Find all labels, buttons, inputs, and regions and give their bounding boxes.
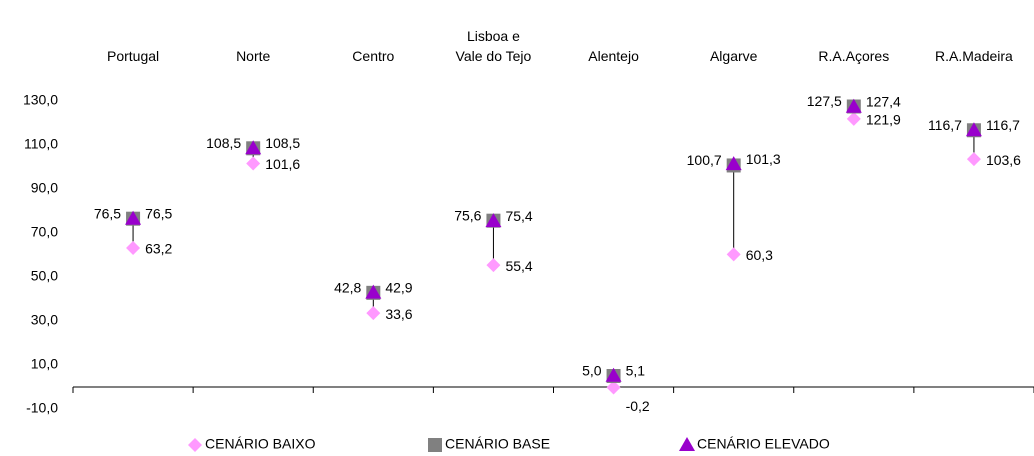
marker-diamond	[126, 240, 141, 255]
marker-triangle	[965, 122, 982, 137]
category-label: Norte	[236, 48, 271, 64]
legend-label: CENÁRIO ELEVADO	[697, 436, 830, 452]
data-label: 121,9	[866, 112, 901, 128]
category-label: Lisboa e Vale do Tejo	[455, 28, 532, 64]
data-label: 42,8	[334, 280, 361, 296]
data-label: 101,6	[265, 156, 300, 172]
legend-label: CENÁRIO BASE	[445, 436, 550, 452]
data-label: 76,5	[145, 205, 172, 221]
y-tick-label: 130,0	[23, 92, 58, 108]
data-label: 60,3	[746, 247, 773, 263]
data-label: 76,5	[94, 205, 121, 221]
category-label: R.A.Madeira	[935, 48, 1013, 64]
marker-triangle	[845, 98, 862, 113]
data-label: 75,6	[454, 207, 481, 223]
legend-label: CENÁRIO BAIXO	[205, 436, 316, 452]
category-label: R.A.Açores	[818, 48, 890, 64]
marker-triangle	[605, 367, 622, 382]
data-label: 33,6	[385, 306, 412, 322]
y-tick-label: 30,0	[31, 312, 58, 328]
data-label: 5,0	[582, 363, 602, 379]
marker-diamond	[846, 111, 861, 126]
category-label: Alentejo	[588, 48, 639, 64]
marker-triangle	[125, 210, 142, 225]
data-label: -0,2	[626, 398, 650, 414]
marker-diamond	[726, 247, 741, 262]
marker-diamond	[606, 380, 621, 395]
data-label: 75,4	[505, 208, 532, 224]
y-tick-label: 70,0	[31, 224, 58, 240]
legend-marker	[428, 438, 442, 452]
y-tick-label: -10,0	[26, 400, 58, 416]
data-label: 103,6	[986, 152, 1021, 168]
y-tick-label: 90,0	[31, 180, 58, 196]
data-label: 108,5	[265, 135, 300, 151]
data-label: 63,2	[145, 241, 172, 257]
marker-diamond	[486, 258, 501, 273]
legend-marker	[188, 438, 202, 452]
y-tick-label: 50,0	[31, 268, 58, 284]
data-label: 101,3	[746, 151, 781, 167]
data-label: 127,5	[807, 93, 842, 109]
data-label: 55,4	[505, 258, 532, 274]
data-label: 116,7	[928, 117, 962, 133]
y-tick-label: 110,0	[24, 136, 58, 152]
data-label: 100,7	[687, 152, 722, 168]
category-label: Portugal	[106, 48, 160, 64]
data-label: 108,5	[206, 135, 241, 151]
marker-triangle	[245, 140, 262, 155]
data-label: 116,7	[986, 117, 1020, 133]
data-label: 5,1	[626, 362, 646, 378]
marker-triangle	[725, 156, 742, 171]
marker-diamond	[246, 156, 261, 171]
data-label: 127,4	[866, 93, 901, 109]
y-tick-label: 10,0	[31, 356, 58, 372]
data-label: 42,9	[385, 279, 412, 295]
category-label: Algarve	[709, 48, 758, 64]
marker-diamond	[966, 152, 981, 167]
marker-triangle	[485, 213, 502, 228]
marker-triangle	[365, 284, 382, 299]
marker-diamond	[366, 306, 381, 321]
category-label: Centro	[352, 48, 395, 64]
legend-marker	[679, 437, 695, 451]
